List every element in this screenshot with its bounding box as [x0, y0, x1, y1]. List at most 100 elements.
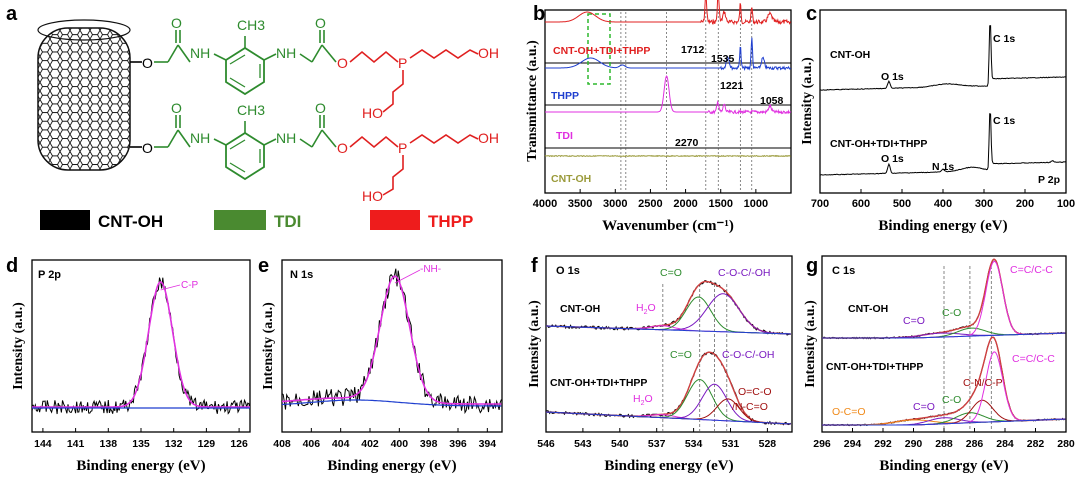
x-tick-label: 290 [905, 438, 923, 450]
x-tick-labels: 4000 3500 3000 2500 2000 1500 1000 [533, 189, 768, 210]
series-label-cnt-oh-tdi-thpp: CNT-OH+TDI+THPP [830, 138, 927, 150]
label-c-double-o: C=O [913, 401, 935, 413]
y-axis-title: Transmittance (a.u.) [525, 40, 540, 162]
highlight-box [587, 13, 611, 85]
label-c-o-c-oh: C-O-C/-OH [722, 349, 775, 361]
legend-swatch-thpp [370, 210, 420, 230]
x-tick-labels: 144 141 138 135 132 129 126 [34, 428, 248, 450]
x-axis-title: Binding energy (eV) [604, 458, 733, 474]
baseline [546, 325, 791, 335]
methyl-group: CH3 [237, 102, 265, 118]
annotation-1712: 1712 [681, 44, 705, 56]
panel-b-letter: b [533, 3, 545, 25]
x-tick-labels: 700 600 500 400 300 200 100 [811, 189, 1075, 210]
x-tick-labels: 408 406 404 402 400 398 396 394 [273, 428, 496, 450]
phosphorus-atom: P [398, 140, 407, 156]
series-label-tdi: TDI [556, 130, 573, 142]
p2p-raw-spectrum [31, 277, 251, 415]
x-tick-label: 528 [759, 438, 777, 450]
x-tick-label: 543 [574, 438, 592, 450]
x-tick-label: 546 [537, 438, 555, 450]
core-level-title: C 1s [832, 265, 855, 277]
n1s-curves [281, 268, 502, 415]
x-tick-label: 1500 [708, 198, 732, 210]
peak-label-p2p: P 2p [1038, 174, 1060, 186]
x-tick-label: 2000 [673, 198, 697, 210]
series-label-cnt-oh-tdi-thpp: CNT-OH+TDI+THPP [553, 45, 650, 57]
x-axis-title: Binding energy (eV) [327, 458, 456, 474]
x-tick-label: 300 [975, 198, 993, 210]
x-tick-label: 288 [935, 438, 953, 450]
c1s-curves [821, 258, 1066, 427]
x-tick-label: 138 [100, 438, 118, 450]
label-c-double-o: C=O [660, 267, 682, 279]
label-c-c: C=C/C-C [1012, 353, 1055, 365]
x-tick-label: 408 [273, 438, 291, 450]
callout-line [394, 269, 421, 284]
x-tick-label: 400 [391, 438, 409, 450]
ftir-series-tdi [545, 75, 792, 115]
carbonyl-oxygen: O [315, 100, 326, 116]
molecule-row-2: O O NH CH3 NH O O P [130, 100, 499, 204]
y-axis-title: Intensity (a.u.) [800, 57, 815, 145]
x-axis-title: Binding energy (eV) [879, 458, 1008, 474]
baseline [822, 332, 1066, 339]
x-tick-label: 540 [611, 438, 629, 450]
series-label-cnt-oh: CNT-OH [848, 303, 888, 315]
guide-lines [620, 12, 753, 193]
hydroxyl-group: HO [362, 188, 383, 204]
x-tick-label: 531 [722, 438, 740, 450]
x-tick-label: 280 [1057, 438, 1075, 450]
x-tick-label: 292 [874, 438, 892, 450]
series-label-cnt-oh: CNT-OH [560, 303, 600, 315]
callout-line [160, 284, 181, 291]
peak-label-c1s: C 1s [993, 115, 1015, 127]
panel-f: f O 1s CNT-OH CNT-OH+TDI+THPP H2O C=O C-… [527, 255, 793, 474]
p2p-curves [31, 277, 251, 415]
label-n-c-o: /N-C=O [732, 401, 768, 413]
y-axis-title: Intensity (a.u.) [11, 302, 26, 390]
annotation-1221: 1221 [720, 80, 744, 92]
survey-series-cnt-oh [819, 25, 1066, 91]
label-o-c-o: O-C=O [832, 406, 866, 418]
x-tick-label: 1000 [744, 198, 768, 210]
plot-frame [545, 255, 793, 433]
x-tick-label: 286 [966, 438, 984, 450]
survey-series-cnt-oh-tdi-thpp [819, 113, 1067, 176]
series-label-cnt-oh: CNT-OH [551, 173, 591, 185]
p2p-fit-curve [32, 281, 250, 408]
x-tick-label: 3500 [568, 198, 592, 210]
panel-a-letter: a [6, 3, 18, 25]
plot-frame [281, 259, 503, 433]
annotation-1535: 1535 [711, 53, 735, 65]
x-tick-label: 2500 [638, 198, 662, 210]
x-tick-label: 126 [230, 438, 248, 450]
oxygen-atom: O [142, 55, 153, 71]
ftir-series-thpp [545, 37, 792, 72]
x-tick-label: 398 [420, 438, 438, 450]
ftir-series-cnt-oh [544, 154, 791, 158]
label-c-n-c-p: C-N/C-P [963, 377, 1003, 389]
x-tick-label: 282 [1027, 438, 1045, 450]
ftir-curves [544, 0, 792, 158]
panel-g-letter: g [806, 255, 818, 277]
label-c-double-o: C=O [903, 315, 925, 327]
x-tick-label: 700 [811, 198, 829, 210]
legend-swatch-cnt-oh [40, 210, 90, 230]
peak-label-nh: -NH- [420, 264, 441, 275]
annotation-2270: 2270 [675, 137, 699, 149]
carbonyl-oxygen: O [315, 15, 326, 31]
x-tick-label: 500 [893, 198, 911, 210]
x-tick-label: 600 [852, 198, 870, 210]
x-tick-label: 534 [685, 438, 703, 450]
nh-group: NH [190, 45, 210, 61]
panel-e: e N 1s -NH- 408 406 404 402 400 398 396 394 Bin… [258, 255, 503, 474]
methyl-group: CH3 [237, 17, 265, 33]
x-tick-label: 406 [303, 438, 321, 450]
legend-label-thpp: THPP [428, 212, 473, 231]
legend-label-cnt-oh: CNT-OH [98, 212, 163, 231]
panel-e-letter: e [258, 255, 269, 277]
label-o-c-o: O=C-O [738, 386, 772, 398]
x-tick-label: 129 [198, 438, 216, 450]
